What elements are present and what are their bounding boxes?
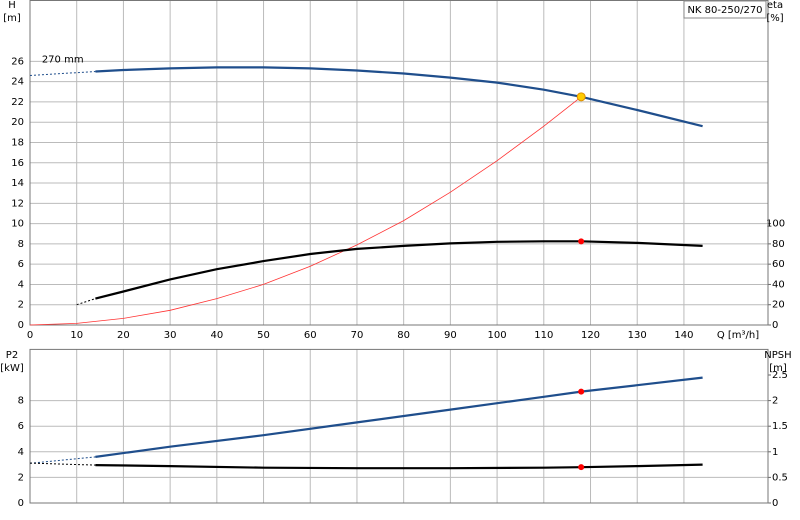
x-tick-label: 140 <box>674 330 693 341</box>
duty-point <box>576 92 586 102</box>
curve <box>29 456 96 464</box>
y-tick-label: 2 <box>18 300 24 311</box>
x-tick-label: 30 <box>164 330 177 341</box>
curve <box>29 71 96 76</box>
y2-axis-label: NPSH <box>764 350 791 361</box>
y2-tick-label: 0.5 <box>772 472 788 483</box>
y-tick-label: 10 <box>11 219 24 230</box>
x-tick-label: 130 <box>628 330 647 341</box>
curve <box>95 463 703 470</box>
y-tick-label: 6 <box>18 421 24 432</box>
y-tick-label: 4 <box>18 447 24 458</box>
curve-label: 270 mm <box>42 54 84 65</box>
curve <box>95 376 703 458</box>
x-tick-label: 80 <box>397 330 410 341</box>
y-tick-label: 0 <box>18 320 24 331</box>
x-tick-label: 90 <box>444 330 457 341</box>
y2-tick-label: 80 <box>772 239 785 250</box>
y2-axis-label: eta <box>767 0 783 11</box>
y-axis-label: P2 <box>6 350 18 361</box>
x-tick-label: 110 <box>534 330 553 341</box>
y-axis-unit: [kW] <box>0 363 24 374</box>
y-axis-unit: [m] <box>3 13 21 24</box>
y2-tick-label: 0 <box>772 498 778 509</box>
y2-tick-label: 20 <box>772 300 785 311</box>
curve <box>95 66 703 128</box>
x-tick-label: 60 <box>304 330 317 341</box>
y-tick-label: 8 <box>18 396 24 407</box>
y2-tick-label: 100 <box>766 219 785 230</box>
y2-tick-label: 2.5 <box>772 370 788 381</box>
y-tick-label: 16 <box>11 158 24 169</box>
curve <box>29 462 96 466</box>
x-tick-label: 100 <box>488 330 507 341</box>
y2-tick-label: 40 <box>772 279 785 290</box>
x-tick-label: 70 <box>351 330 364 341</box>
y-tick-label: 6 <box>18 259 24 270</box>
y-tick-label: 12 <box>11 198 24 209</box>
y2-tick-label: 0 <box>772 320 778 331</box>
y-tick-label: 18 <box>11 137 24 148</box>
plot-border <box>29 348 769 504</box>
x-tick-label: 50 <box>257 330 270 341</box>
x-tick-label: 0 <box>27 330 33 341</box>
x-tick-label: 40 <box>210 330 223 341</box>
model-label: NK 80-250/270 <box>687 5 762 16</box>
plot-border <box>29 0 769 326</box>
y-axis-label: H <box>8 0 16 11</box>
y2-axis-unit: [%] <box>766 13 783 24</box>
y2-tick-label: 1.5 <box>772 421 788 432</box>
duty-point <box>578 238 585 245</box>
y2-tick-label: 60 <box>772 259 785 270</box>
model-box <box>683 0 767 19</box>
x-tick-label: 20 <box>117 330 130 341</box>
curve <box>29 96 582 326</box>
y-tick-label: 24 <box>11 77 24 88</box>
x-tick-label: 120 <box>581 330 600 341</box>
y-tick-label: 22 <box>11 97 24 108</box>
curve <box>76 298 96 306</box>
y-tick-label: 26 <box>11 56 24 67</box>
y2-axis-unit: [m] <box>769 363 787 374</box>
y-tick-label: 2 <box>18 472 24 483</box>
x-tick-label: 10 <box>70 330 83 341</box>
duty-point <box>578 464 585 471</box>
y2-tick-label: 1 <box>772 447 778 458</box>
duty-point <box>578 388 585 395</box>
y-tick-label: 14 <box>11 178 24 189</box>
y-tick-label: 4 <box>18 279 24 290</box>
y2-tick-label: 2 <box>772 396 778 407</box>
curve <box>95 240 703 300</box>
y-tick-label: 0 <box>18 498 24 509</box>
y-tick-label: 20 <box>11 117 24 128</box>
x-axis-label: Q [m³/h] <box>717 330 759 341</box>
y-tick-label: 8 <box>18 239 24 250</box>
